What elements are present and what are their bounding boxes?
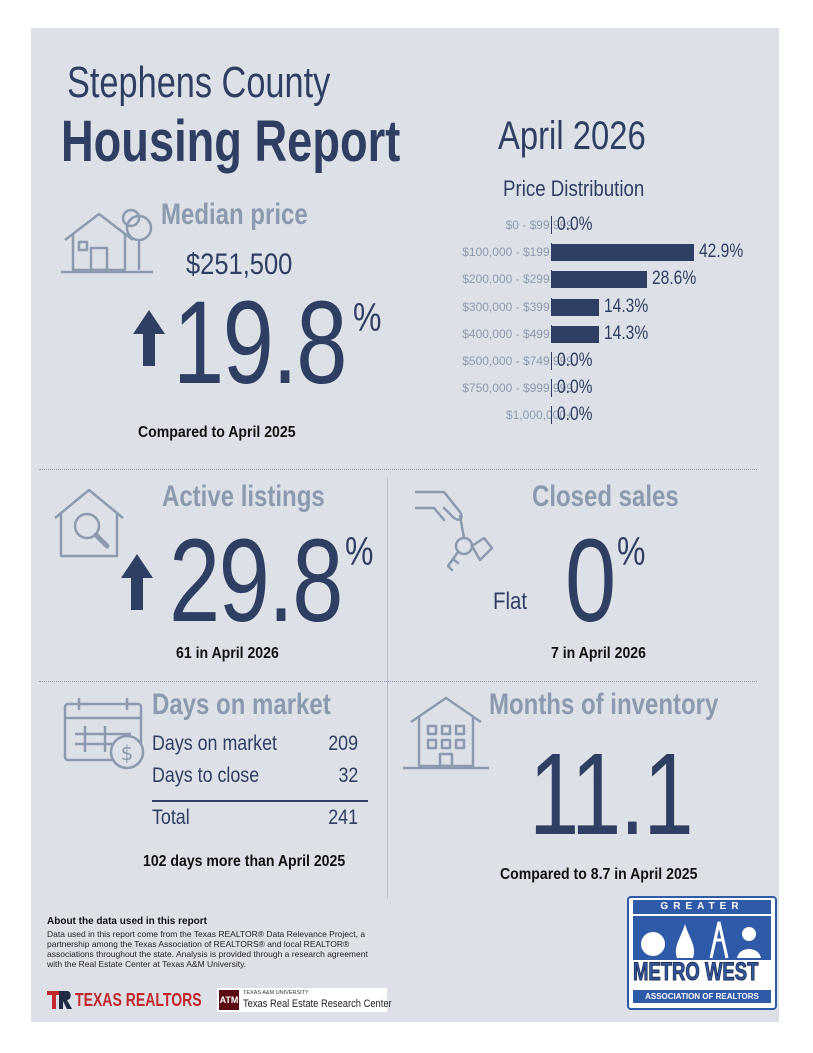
closed-sales-pct-sign: % xyxy=(617,530,646,574)
county-title: Stephens County xyxy=(67,58,331,107)
distribution-row: $1,000,000+ 0.0% xyxy=(361,404,771,426)
arrow-up-icon xyxy=(121,554,153,610)
metro-west-emblem-icon xyxy=(633,916,771,960)
report-card: Stephens County Housing Report April 202… xyxy=(31,28,779,1022)
dom-row-label: Days to close xyxy=(152,764,260,787)
report-title: Housing Report xyxy=(61,109,401,174)
metro-west-top-label: GREATER xyxy=(633,900,771,914)
distribution-value-label: 0.0% xyxy=(557,214,593,235)
calendar-dollar-icon: $ xyxy=(63,698,145,770)
house-search-icon xyxy=(54,488,124,558)
closed-sales-trend: Flat xyxy=(493,588,528,615)
arrow-up-icon xyxy=(133,310,165,366)
distribution-category-label: $0 - $99,999 xyxy=(505,218,573,232)
vertical-divider xyxy=(387,478,388,898)
days-on-market-title: Days on market xyxy=(152,688,331,721)
distribution-category-label: $750,000 - $999,999 xyxy=(462,381,573,396)
texas-realtors-wordmark: TEXAS REALTORS xyxy=(75,990,202,1010)
distribution-axis-tick xyxy=(551,270,552,289)
apartment-building-icon xyxy=(403,696,489,770)
median-price-title: Median price xyxy=(161,198,308,231)
house-tree-icon xyxy=(61,208,153,274)
texas-realtors-mark-icon xyxy=(47,991,72,1009)
days-on-market-note: 102 days more than April 2025 xyxy=(143,853,346,870)
distribution-row: $0 - $99,999 0.0% xyxy=(361,214,771,236)
active-listings-title: Active listings xyxy=(162,480,325,513)
distribution-axis-tick xyxy=(551,379,552,398)
distribution-value-label: 0.0% xyxy=(557,350,593,371)
distribution-axis-tick xyxy=(551,297,552,316)
median-price-value: $251,500 xyxy=(186,248,293,281)
distribution-row: $500,000 - $749,999 0.0% xyxy=(361,350,771,372)
distribution-category-label: $300,000 - $399,999 xyxy=(462,299,573,314)
median-price-pct-sign: % xyxy=(353,296,382,340)
price-distribution-title: Price Distribution xyxy=(503,176,645,201)
divider xyxy=(39,681,757,682)
median-price-note: Compared to April 2025 xyxy=(138,424,296,441)
distribution-row: $750,000 - $999,999 0.0% xyxy=(361,377,771,399)
closed-sales-note: 7 in April 2026 xyxy=(551,645,646,662)
active-listings-note: 61 in April 2026 xyxy=(176,645,279,662)
about-text: Data used in this report come from the T… xyxy=(47,929,368,969)
distribution-category-label: $400,000 - $499,999 xyxy=(462,326,573,341)
distribution-row: $400,000 - $499,999 14.3% xyxy=(361,323,771,345)
distribution-axis-tick xyxy=(551,406,552,425)
active-listings-change: 29.8 xyxy=(169,515,343,647)
distribution-value-label: 0.0% xyxy=(557,377,593,399)
distribution-value-label: 0.0% xyxy=(557,404,593,426)
median-price-change: 19.8 xyxy=(173,277,347,409)
dom-total-label: Total xyxy=(152,806,190,829)
distribution-row: $300,000 - $399,999 14.3% xyxy=(361,296,771,318)
distribution-axis-tick xyxy=(551,243,552,262)
distribution-axis-tick xyxy=(551,352,552,370)
distribution-bar xyxy=(552,298,599,316)
months-inventory-value: 11.1 xyxy=(529,729,694,859)
distribution-bar xyxy=(552,325,599,343)
distribution-row: $200,000 - $299,999 28.6% xyxy=(361,268,771,290)
months-inventory-note: Compared to 8.7 in April 2025 xyxy=(500,866,698,883)
distribution-value-label: 14.3% xyxy=(604,322,649,344)
distribution-bar xyxy=(552,244,694,262)
tamu-university-label: TEXAS A&M UNIVERSITY xyxy=(243,990,309,996)
distribution-bar xyxy=(552,271,647,289)
distribution-category-label: $500,000 - $749,999 xyxy=(462,354,573,368)
distribution-category-label: $1,000,000+ xyxy=(505,408,573,423)
svg-text:$: $ xyxy=(121,741,134,765)
distribution-row: $100,000 - $199,999 42.9% xyxy=(361,241,771,263)
distribution-value-label: 42.9% xyxy=(699,241,744,263)
distribution-axis-tick xyxy=(551,324,552,343)
metro-west-logo: GREATER METRO WEST ASSOCIATION OF REALTO… xyxy=(627,896,777,1010)
metro-west-main-label: METRO WEST xyxy=(633,958,759,987)
total-rule xyxy=(152,800,368,802)
about-heading: About the data used in this report xyxy=(47,916,208,927)
dom-row-value: 32 xyxy=(338,764,358,787)
active-listings-pct-sign: % xyxy=(345,530,374,574)
hand-keys-icon xyxy=(414,490,494,572)
distribution-axis-tick xyxy=(551,216,552,234)
report-month: April 2026 xyxy=(498,114,646,158)
distribution-value-label: 14.3% xyxy=(604,295,649,317)
distribution-category-label: $100,000 - $199,999 xyxy=(462,245,573,260)
closed-sales-change: 0 xyxy=(565,515,616,647)
divider xyxy=(39,469,757,470)
distribution-value-label: 28.6% xyxy=(652,268,697,290)
dom-total-value: 241 xyxy=(328,806,358,829)
distribution-category-label: $200,000 - $299,999 xyxy=(462,272,573,287)
metro-west-bottom-label: ASSOCIATION OF REALTORS xyxy=(633,990,771,1003)
dom-row-label: Days on market xyxy=(152,732,278,755)
tamu-logo: ATM TEXAS A&M UNIVERSITY Texas Real Esta… xyxy=(217,988,392,1012)
tamu-center-label: Texas Real Estate Research Center xyxy=(243,998,392,1010)
months-inventory-title: Months of inventory xyxy=(489,688,719,721)
dom-row-value: 209 xyxy=(328,732,358,755)
tamu-mark-icon: ATM xyxy=(219,990,239,1010)
closed-sales-title: Closed sales xyxy=(532,480,679,513)
